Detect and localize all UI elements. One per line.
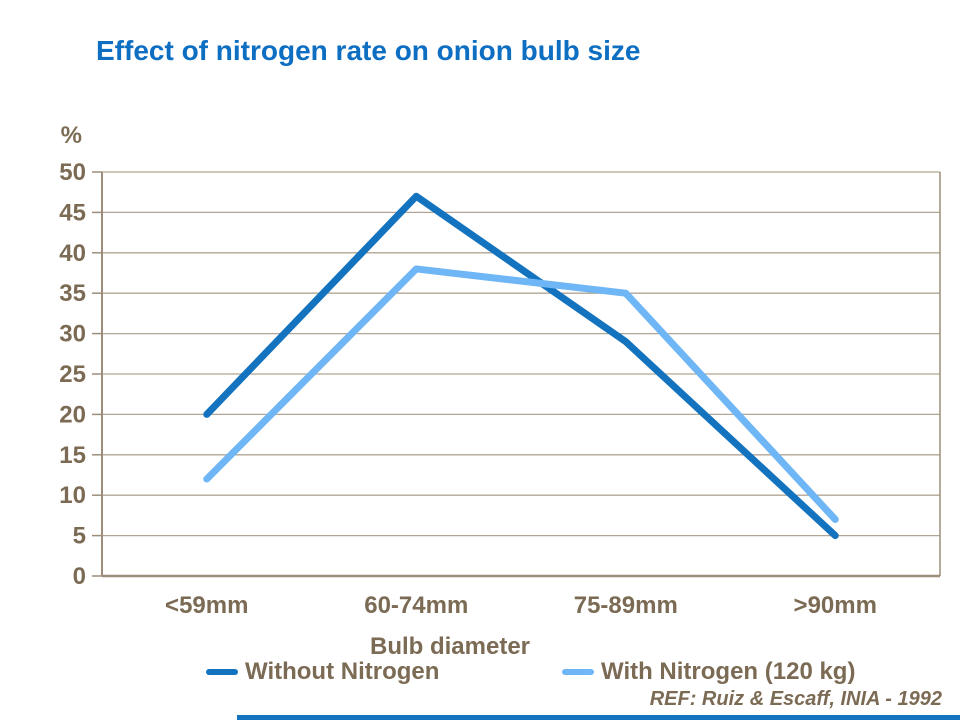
reference-text: REF: Ruiz & Escaff, INIA - 1992: [649, 688, 942, 710]
bottom-accent-bar: [237, 715, 960, 720]
y-tick-label-35: 35: [59, 280, 86, 307]
y-tick-label-45: 45: [59, 199, 86, 226]
x-category-label-3: >90mm: [794, 592, 877, 619]
y-tick-label-15: 15: [59, 442, 86, 469]
legend-line-swatch-without-nitrogen: [206, 669, 238, 675]
legend-item-without-nitrogen: Without Nitrogen: [206, 658, 439, 686]
legend-label-with-nitrogen: With Nitrogen (120 kg): [601, 658, 856, 685]
legend-line-swatch-with-nitrogen: [562, 669, 594, 675]
y-tick-label-40: 40: [59, 240, 86, 267]
y-tick-label-5: 5: [73, 523, 86, 550]
label-layer: 0 5 10 15 20 25 30 35 40 45 50 <59mm 60-74mm 75-89mm >…: [59, 159, 877, 619]
series-line-without-nitrogen: [203, 192, 839, 540]
axis-layer: [92, 171, 941, 578]
x-category-label-2: 75-89mm: [574, 592, 678, 619]
y-tick-label-25: 25: [59, 361, 86, 388]
series-line-with-nitrogen-120-kg-: [203, 265, 839, 523]
x-category-label-1: 60-74mm: [364, 592, 468, 619]
chart-title: Effect of nitrogen rate on onion bulb si…: [96, 35, 641, 66]
y-tick-label-10: 10: [59, 482, 86, 509]
series-layer: [203, 192, 839, 540]
y-tick-label-30: 30: [59, 321, 86, 348]
y-tick-label-20: 20: [59, 401, 86, 428]
legend-label-without-nitrogen: Without Nitrogen: [245, 658, 440, 685]
x-category-label-0: <59mm: [165, 592, 248, 619]
grid-layer: [102, 171, 940, 537]
y-axis-title: %: [61, 122, 82, 149]
x-axis-title: Bulb diameter: [370, 633, 530, 660]
legend-item-with-nitrogen: With Nitrogen (120 kg): [562, 658, 855, 686]
y-tick-label-0: 0: [73, 563, 86, 590]
y-tick-label-50: 50: [59, 159, 86, 186]
